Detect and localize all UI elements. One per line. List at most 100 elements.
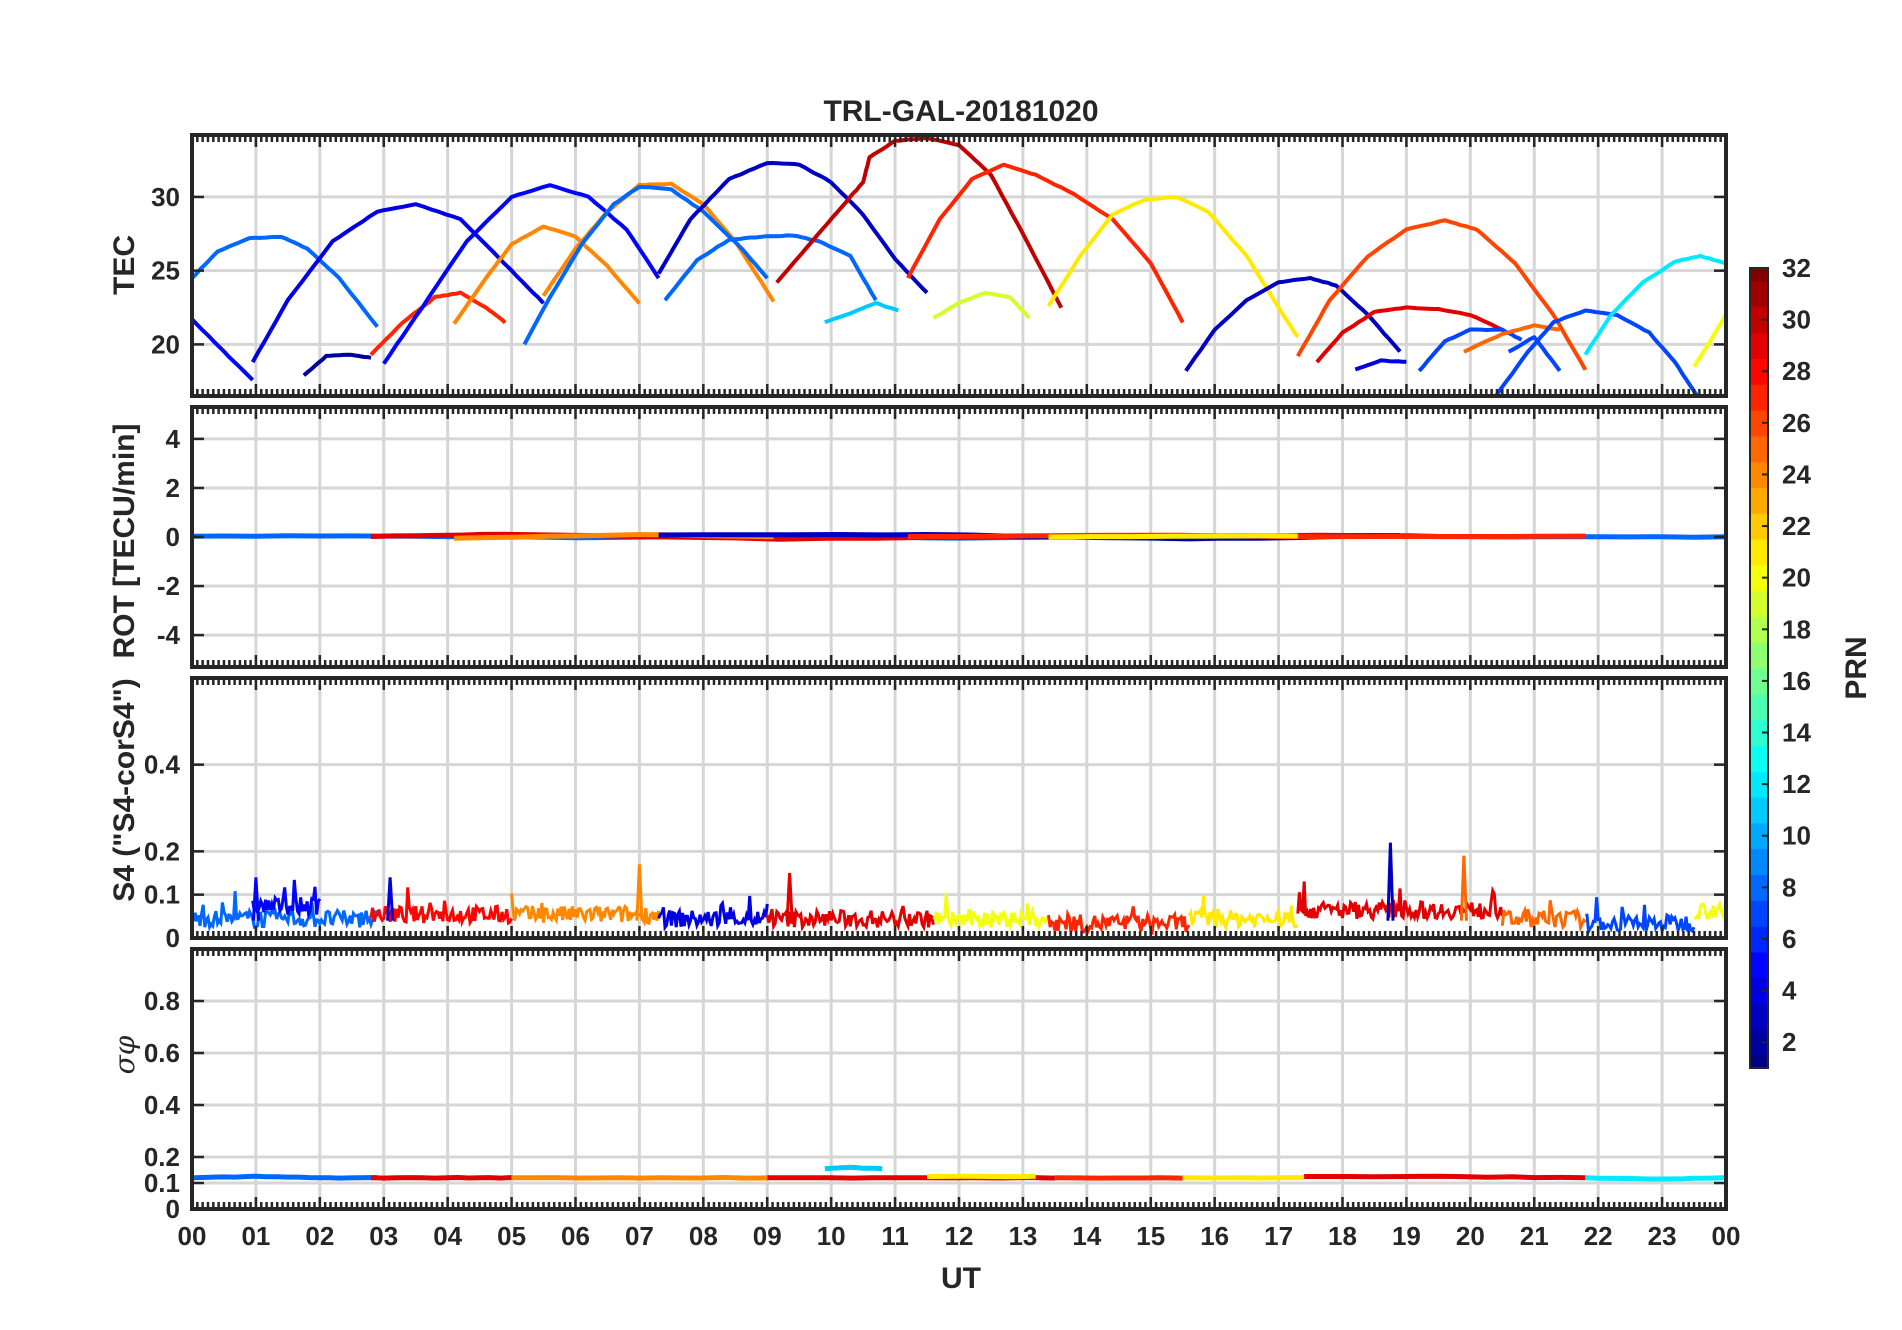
x-tick-labels: 00 01 02 03 04 05 06 07 08 09 10 11 12 13 14 15 16 17 18 19… bbox=[178, 1221, 1741, 1251]
s4-axis-label: S4 ("S4-corS4") bbox=[108, 678, 141, 902]
series-line bbox=[1354, 358, 1407, 372]
x-axis-label: UT bbox=[941, 1262, 981, 1295]
series-line bbox=[824, 301, 899, 325]
colorbar-tick-label: 8 bbox=[1782, 872, 1796, 902]
series-line bbox=[522, 184, 769, 346]
series-line bbox=[382, 183, 661, 365]
colorbar-tick-label: 28 bbox=[1782, 356, 1811, 386]
x-tick-label: 10 bbox=[817, 1221, 846, 1251]
colorbar-swatch bbox=[1750, 461, 1768, 488]
s4-peak bbox=[1386, 842, 1395, 921]
colorbar-swatch bbox=[1750, 487, 1768, 514]
y-tick-label: 4 bbox=[166, 424, 181, 454]
colorbar-tick-label: 32 bbox=[1782, 253, 1811, 283]
s4-peak bbox=[386, 877, 395, 921]
s4-trace bbox=[1187, 895, 1299, 933]
s4-peak bbox=[785, 872, 794, 921]
x-tick-label: 00 bbox=[1712, 1221, 1741, 1251]
series-line bbox=[824, 1164, 883, 1172]
colorbar-swatch bbox=[1750, 1003, 1768, 1030]
series-line bbox=[1494, 308, 1699, 398]
rot-axis-label: ROT [TECU/min] bbox=[108, 424, 141, 659]
colorbar-swatch bbox=[1750, 848, 1768, 876]
colorbar-swatch bbox=[1750, 409, 1768, 437]
x-tick-label: 03 bbox=[369, 1221, 398, 1251]
series-line bbox=[1048, 533, 1298, 540]
x-tick-label: 04 bbox=[433, 1221, 462, 1251]
colorbar-swatch bbox=[1750, 771, 1768, 798]
series-line bbox=[656, 161, 929, 295]
colorbar-swatch bbox=[1750, 513, 1768, 540]
rot-panel: -4 -2 0 2 4 bbox=[157, 405, 1728, 669]
colorbar-swatch bbox=[1750, 280, 1768, 308]
s4-peak bbox=[635, 864, 644, 921]
x-tick-label: 14 bbox=[1072, 1221, 1101, 1251]
colorbar-swatch bbox=[1750, 874, 1768, 901]
colorbar-tick-label: 2 bbox=[1782, 1027, 1796, 1057]
colorbar-swatch bbox=[1750, 306, 1768, 334]
s4-trace bbox=[1047, 906, 1191, 936]
colorbar-tick-label: 30 bbox=[1782, 305, 1811, 335]
colorbar-swatch bbox=[1750, 745, 1768, 772]
colorbar-swatch bbox=[1750, 951, 1768, 979]
y-tick-label: 0.6 bbox=[144, 1038, 180, 1068]
series-line bbox=[302, 352, 372, 377]
y-tick-label: 0 bbox=[166, 923, 180, 953]
series-line bbox=[511, 1175, 768, 1181]
x-tick-label: 06 bbox=[561, 1221, 590, 1251]
x-tick-label: 20 bbox=[1456, 1221, 1485, 1251]
colorbar-tick-label: 16 bbox=[1782, 666, 1811, 696]
s4-trace bbox=[657, 895, 769, 932]
colorbar-swatch bbox=[1750, 590, 1768, 617]
series-line bbox=[1692, 313, 1728, 368]
y-tick-label: 0.8 bbox=[144, 986, 180, 1016]
y-tick-label: -2 bbox=[157, 571, 180, 601]
series-line bbox=[190, 234, 379, 329]
y-tick-label: 0.4 bbox=[144, 750, 181, 780]
s4-trace bbox=[510, 893, 661, 927]
x-tick-label: 05 bbox=[497, 1221, 526, 1251]
series-line bbox=[1296, 218, 1588, 371]
x-tick-label: 18 bbox=[1328, 1221, 1357, 1251]
colorbar-swatch bbox=[1750, 435, 1768, 463]
colorbar-swatch bbox=[1750, 564, 1768, 592]
series-line bbox=[369, 290, 507, 357]
s4-trace bbox=[190, 891, 379, 932]
colorbar-swatch bbox=[1750, 538, 1768, 566]
series-line bbox=[1507, 335, 1562, 372]
colorbar-swatch bbox=[1750, 926, 1768, 953]
y-tick-label: 0.2 bbox=[144, 836, 180, 866]
x-tick-label: 12 bbox=[945, 1221, 974, 1251]
series-line bbox=[1315, 305, 1504, 364]
s4-trace bbox=[369, 887, 513, 928]
colorbar-swatch bbox=[1750, 384, 1768, 411]
tec-panel: 20 25 30 bbox=[151, 133, 1728, 398]
x-tick-label: 13 bbox=[1008, 1221, 1037, 1251]
colorbar-swatch bbox=[1750, 900, 1768, 927]
x-tick-label: 19 bbox=[1392, 1221, 1421, 1251]
colorbar-tick-label: 14 bbox=[1782, 718, 1811, 748]
colorbar-tick-label: 6 bbox=[1782, 924, 1796, 954]
x-tick-label: 07 bbox=[625, 1221, 654, 1251]
series-line bbox=[452, 224, 641, 325]
x-tick-label: 09 bbox=[753, 1221, 782, 1251]
sigma-phi-panel: 00.10.2 0.4 0.6 0.8 bbox=[144, 947, 1728, 1224]
x-tick-label: 00 bbox=[178, 1221, 207, 1251]
x-tick-label: 11 bbox=[881, 1221, 909, 1251]
colorbar-tick-label: 18 bbox=[1782, 614, 1811, 644]
x-tick-label: 01 bbox=[241, 1221, 270, 1251]
x-tick-label: 17 bbox=[1264, 1221, 1293, 1251]
x-tick-label: 22 bbox=[1584, 1221, 1613, 1251]
x-tick-label: 23 bbox=[1648, 1221, 1677, 1251]
colorbar-tick-label: 10 bbox=[1782, 821, 1811, 851]
colorbar-tick-label: 26 bbox=[1782, 408, 1811, 438]
s4-trace bbox=[765, 905, 935, 932]
x-tick-label: 08 bbox=[689, 1221, 718, 1251]
colorbar-swatch bbox=[1750, 797, 1768, 824]
s4-peak bbox=[251, 877, 260, 921]
y-tick-label: -4 bbox=[157, 620, 181, 650]
y-tick-label: 0.1 bbox=[144, 1168, 180, 1198]
s4-trace bbox=[1296, 881, 1504, 924]
colorbar-swatch bbox=[1750, 977, 1768, 1005]
